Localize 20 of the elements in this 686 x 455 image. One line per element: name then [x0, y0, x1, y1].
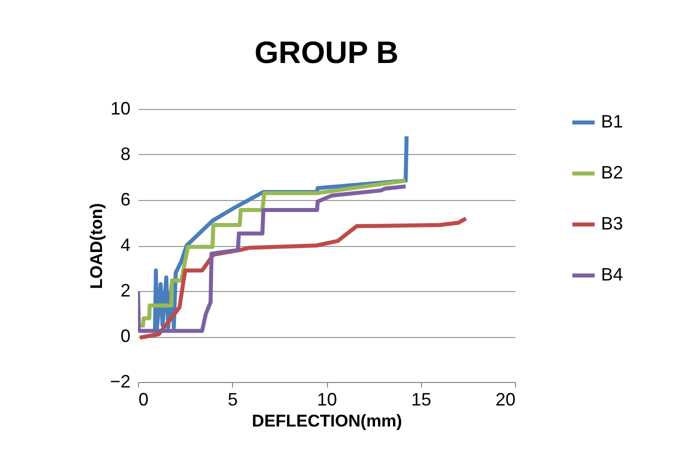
- x-tick-label: 5: [228, 390, 238, 410]
- legend-label: B3: [601, 214, 624, 234]
- y-tick-label: 10: [110, 98, 130, 118]
- y-tick-label: −2: [110, 372, 130, 392]
- legend-label: B1: [601, 112, 624, 132]
- y-tick-label: 8: [120, 144, 130, 164]
- y-tick-label: 6: [120, 190, 130, 210]
- x-axis-title: DEFLECTION(mm): [252, 412, 402, 430]
- x-tick-label: 15: [411, 390, 432, 410]
- legend-label: B4: [601, 264, 624, 284]
- y-tick-label: 4: [120, 235, 130, 255]
- y-tick-label: 0: [120, 326, 130, 346]
- x-tick-label: 0: [138, 390, 149, 410]
- chart-title: GROUP B: [254, 35, 399, 70]
- line-series: [138, 216, 468, 340]
- x-tick-label: 10: [316, 390, 338, 410]
- x-tick-label: 20: [495, 390, 516, 410]
- legend-label: B2: [601, 162, 624, 182]
- y-axis-title: LOAD(ton): [86, 203, 106, 289]
- y-tick-label: 2: [120, 280, 130, 300]
